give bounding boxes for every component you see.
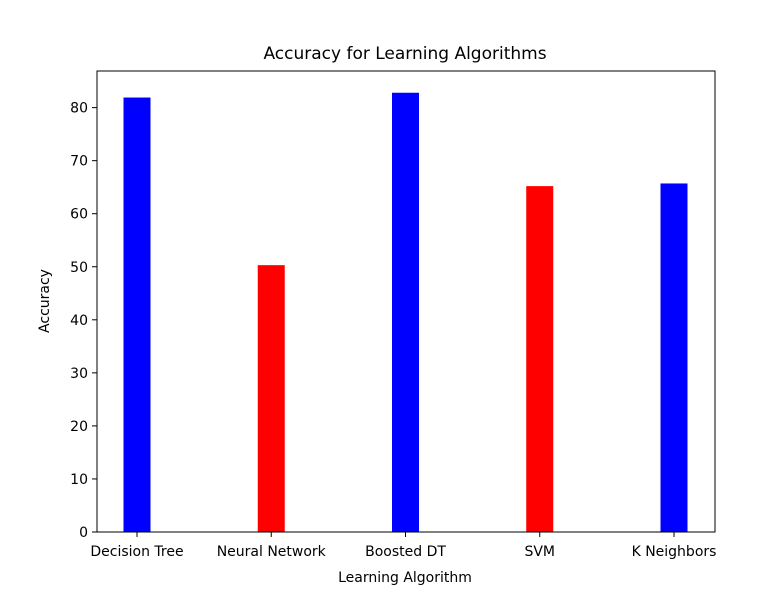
bar-neural-network [257, 265, 285, 532]
x-tick-label: Decision Tree [90, 544, 183, 560]
x-tick-label: Neural Network [217, 544, 327, 560]
bar-k-neighbors [660, 183, 688, 532]
y-axis: 0 10 20 30 40 50 60 70 80 [70, 101, 97, 541]
chart-title: Accuracy for Learning Algorithms [263, 44, 546, 64]
x-axis: Decision Tree Neural Network Boosted DT SVM… [90, 532, 716, 560]
y-tick-label: 40 [70, 313, 88, 329]
y-tick-label: 70 [70, 154, 88, 170]
y-tick-label: 80 [70, 101, 88, 117]
bar-svm [526, 186, 554, 532]
y-tick-label: 0 [79, 525, 88, 541]
y-tick-label: 30 [70, 366, 88, 382]
x-tick-label: SVM [524, 544, 555, 560]
y-tick-label: 60 [70, 207, 88, 223]
x-tick-label: K Neighbors [632, 544, 717, 560]
y-tick-label: 50 [70, 260, 88, 276]
plot-frame [96, 70, 716, 533]
x-tick-label: Boosted DT [365, 544, 446, 560]
y-axis-label: Accuracy [37, 269, 53, 333]
bar-boosted-dt [392, 92, 419, 532]
x-axis-label: Learning Algorithm [338, 570, 472, 586]
bars-layer [123, 92, 688, 532]
bar-decision-tree [123, 97, 151, 532]
y-tick-label: 20 [70, 419, 88, 435]
y-tick-label: 10 [70, 472, 88, 488]
